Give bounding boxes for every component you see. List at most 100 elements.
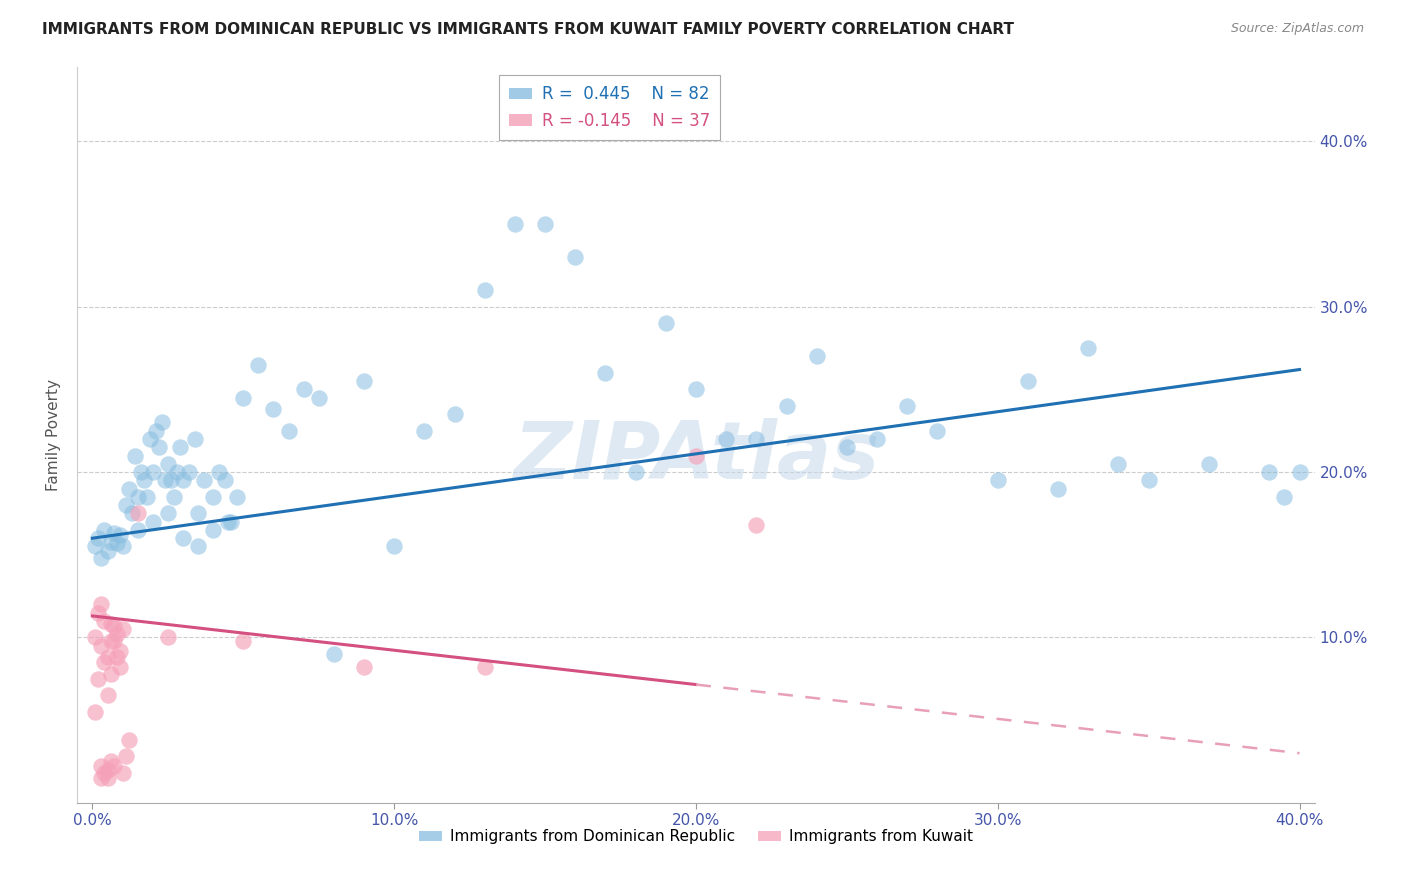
Y-axis label: Family Poverty: Family Poverty [46,379,62,491]
Point [896,399,918,413]
Text: Source: ZipAtlas.com: Source: ZipAtlas.com [1230,22,1364,36]
Point [1288,465,1310,479]
Point [100,666,122,681]
Point [90,551,112,566]
Legend: Immigrants from Dominican Republic, Immigrants from Kuwait: Immigrants from Dominican Republic, Immi… [413,823,979,850]
Point [263,402,285,417]
Point [139,432,162,446]
Point [150,416,173,430]
Point [172,531,194,545]
Point [93,766,115,780]
Point [121,507,143,521]
Point [564,250,586,264]
Point [987,473,1010,487]
Point [202,523,225,537]
Point [413,424,436,438]
Point [103,619,125,633]
Point [156,631,179,645]
Point [156,457,179,471]
Point [156,507,179,521]
Point [114,498,136,512]
Point [117,482,139,496]
Point [1047,482,1070,496]
Point [443,407,465,421]
Point [103,526,125,541]
Point [1107,457,1129,471]
Point [87,531,110,545]
Point [308,391,330,405]
Point [247,358,270,372]
Point [105,650,128,665]
Point [322,647,344,661]
Point [132,473,155,487]
Point [87,606,110,620]
Point [806,349,828,363]
Point [84,631,107,645]
Point [1258,465,1281,479]
Point [145,424,167,438]
Point [1077,341,1099,355]
Point [232,633,254,648]
Point [835,440,858,454]
Point [277,424,299,438]
Point [353,374,375,388]
Point [105,627,128,641]
Point [117,733,139,747]
Point [534,217,557,231]
Point [1017,374,1039,388]
Point [127,490,149,504]
Point [100,633,122,648]
Point [90,639,112,653]
Text: ZIPAtlas: ZIPAtlas [513,418,879,496]
Point [93,614,115,628]
Point [187,540,209,554]
Point [208,465,231,479]
Point [111,622,134,636]
Point [111,766,134,780]
Point [685,383,707,397]
Point [169,440,191,454]
Point [745,518,768,533]
Point [93,655,115,669]
Point [93,523,115,537]
Point [163,490,186,504]
Point [177,465,200,479]
Point [90,771,112,785]
Point [90,598,112,612]
Point [87,672,110,686]
Point [96,763,118,777]
Point [172,473,194,487]
Point [219,515,242,529]
Point [1198,457,1220,471]
Point [100,617,122,632]
Text: IMMIGRANTS FROM DOMINICAN REPUBLIC VS IMMIGRANTS FROM KUWAIT FAMILY POVERTY CORR: IMMIGRANTS FROM DOMINICAN REPUBLIC VS IM… [42,22,1014,37]
Point [655,316,678,330]
Point [108,643,131,657]
Point [142,515,165,529]
Point [232,391,254,405]
Point [96,650,118,665]
Point [382,540,405,554]
Point [292,383,315,397]
Point [1137,473,1160,487]
Point [595,366,617,380]
Point [226,490,249,504]
Point [100,534,122,549]
Point [153,473,176,487]
Point [148,440,170,454]
Point [108,528,131,542]
Point [96,771,118,785]
Point [96,544,118,558]
Point [745,432,768,446]
Point [503,217,526,231]
Point [124,449,146,463]
Point [474,283,496,297]
Point [217,515,239,529]
Point [927,424,949,438]
Point [84,705,107,719]
Point [100,755,122,769]
Point [1274,490,1296,504]
Point [193,473,215,487]
Point [96,688,118,702]
Point [127,523,149,537]
